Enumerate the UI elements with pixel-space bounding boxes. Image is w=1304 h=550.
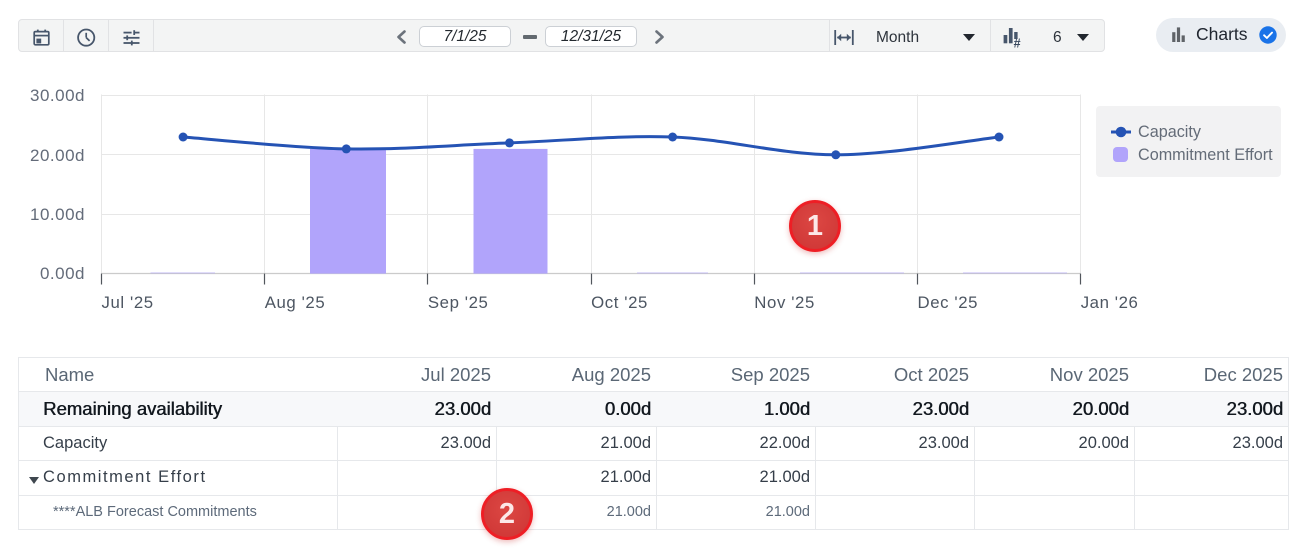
- svg-text:20.00d: 20.00d: [30, 146, 85, 165]
- svg-text:Jan '26: Jan '26: [1081, 293, 1139, 312]
- svg-text:Dec '25: Dec '25: [918, 293, 979, 312]
- svg-text:10.00d: 10.00d: [30, 205, 85, 224]
- svg-text:Nov '25: Nov '25: [754, 293, 815, 312]
- svg-text:Oct '25: Oct '25: [591, 293, 648, 312]
- svg-text:30.00d: 30.00d: [30, 86, 85, 105]
- svg-text:Jul '25: Jul '25: [102, 293, 154, 312]
- svg-text:#: #: [1014, 36, 1021, 49]
- svg-text:Sep '25: Sep '25: [428, 293, 489, 312]
- svg-text:0.00d: 0.00d: [40, 264, 85, 283]
- svg-text:Aug '25: Aug '25: [265, 293, 326, 312]
